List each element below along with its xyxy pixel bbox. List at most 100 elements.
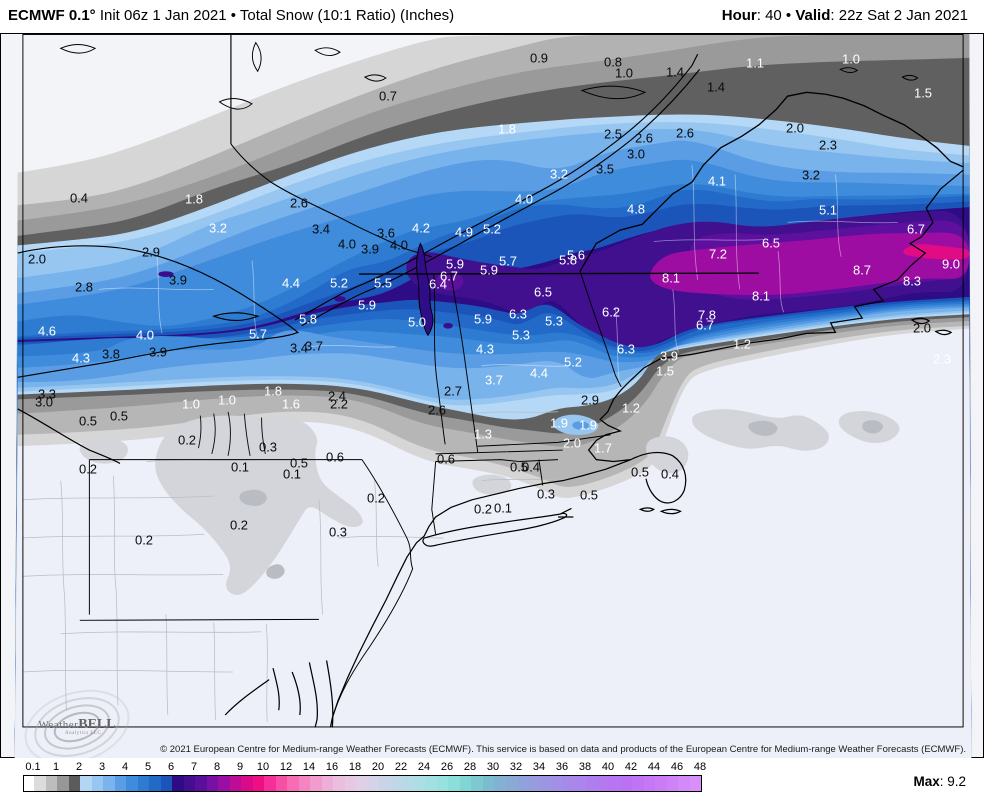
county-lines-north bbox=[98, 164, 898, 393]
snow-band bbox=[436, 271, 464, 291]
header-bar: ECMWF 0.1° Init 06z 1 Jan 2021 • Total S… bbox=[0, 0, 984, 33]
colorbar-tick: 32 bbox=[509, 761, 523, 773]
colorbar-segment bbox=[321, 776, 333, 791]
snow-band bbox=[650, 232, 970, 296]
colorbar-segment bbox=[390, 776, 402, 791]
colorbar-segment bbox=[367, 776, 379, 791]
colorbar-legend: 0.1 1 2 3 4 5 6 7 8 9 10 12 14 16 18 20 22 24 26 28 30 32 34 36… bbox=[0, 758, 984, 808]
colorbar-segment bbox=[494, 776, 506, 791]
colorbar-segment bbox=[655, 776, 667, 791]
colorbar-tick: 18 bbox=[348, 761, 362, 773]
colorbar-segment bbox=[436, 776, 448, 791]
snow-band bbox=[79, 438, 128, 464]
colorbar-segment bbox=[206, 776, 218, 791]
colorbar-tick: 24 bbox=[417, 761, 431, 773]
colorbar-segment bbox=[540, 776, 552, 791]
colorbar-segment bbox=[160, 776, 172, 791]
snow-band bbox=[572, 421, 590, 430]
colorbar-segment bbox=[413, 776, 425, 791]
colorbar-segment bbox=[632, 776, 644, 791]
canada-us-border bbox=[359, 91, 964, 275]
colorbar-tick: 12 bbox=[279, 761, 293, 773]
snow-band bbox=[748, 420, 778, 436]
colorbar-tick: 2 bbox=[75, 761, 83, 773]
colorbar-tick: 3 bbox=[98, 761, 106, 773]
colorbar-tick: 8 bbox=[213, 761, 221, 773]
forecast-valid-time: Hour: 40 • Valid: 22z Sat 2 Jan 2021 bbox=[721, 7, 968, 24]
colorbar-segment bbox=[252, 776, 264, 791]
snow-band bbox=[266, 564, 285, 579]
colorbar-tick: 6 bbox=[167, 761, 175, 773]
colorbar-segment bbox=[620, 776, 632, 791]
hour-label: Hour bbox=[721, 7, 757, 24]
colorbar-segment bbox=[574, 776, 586, 791]
lake-champlain bbox=[416, 242, 434, 337]
ottawa-river bbox=[230, 143, 432, 258]
colorbar-tick: 26 bbox=[440, 761, 454, 773]
colorbar-tick: 20 bbox=[371, 761, 385, 773]
model-name: ECMWF 0.1° bbox=[8, 7, 96, 24]
colorbar-bar bbox=[23, 775, 702, 792]
title-subtitle: Init 06z 1 Jan 2021 • Total Snow (10:1 R… bbox=[95, 7, 455, 24]
valid-label: Valid bbox=[795, 7, 831, 24]
colorbar-segment bbox=[471, 776, 483, 791]
colorbar-segment bbox=[482, 776, 494, 791]
colorbar-tick: 30 bbox=[486, 761, 500, 773]
colorbar-tick: 9 bbox=[236, 761, 244, 773]
colorbar-segment bbox=[114, 776, 126, 791]
map-frame bbox=[22, 34, 964, 728]
colorbar-segment bbox=[103, 776, 115, 791]
colorbar-tick: 34 bbox=[532, 761, 546, 773]
colorbar-tick: 1 bbox=[52, 761, 60, 773]
colorbar-segment bbox=[287, 776, 299, 791]
colorbar-segment bbox=[80, 776, 92, 791]
coastline bbox=[17, 169, 964, 728]
snow-core-spec bbox=[334, 296, 346, 302]
county-lines bbox=[22, 411, 563, 722]
colorbar-segment bbox=[183, 776, 195, 791]
colorbar-segment bbox=[24, 776, 34, 791]
finger-lakes bbox=[197, 411, 266, 456]
colorbar-tick: 42 bbox=[624, 761, 638, 773]
colorbar-ticks: 0.1 1 2 3 4 5 6 7 8 9 10 12 14 16 18 20 22 24 26 28 30 32 34 36… bbox=[23, 761, 706, 774]
colorbar-segment bbox=[356, 776, 368, 791]
colorbar-tick: 46 bbox=[670, 761, 684, 773]
colorbar-segment bbox=[57, 776, 69, 791]
colorbar-tick: 36 bbox=[555, 761, 569, 773]
colorbar-segment bbox=[448, 776, 460, 791]
colorbar-segment bbox=[241, 776, 253, 791]
colorbar-tick: 16 bbox=[325, 761, 339, 773]
colorbar-tick: 4 bbox=[121, 761, 129, 773]
colorbar-segment bbox=[264, 776, 276, 791]
colorbar-tick: 40 bbox=[601, 761, 615, 773]
colorbar-segment bbox=[425, 776, 437, 791]
colorbar-segment bbox=[195, 776, 207, 791]
colorbar-segment bbox=[528, 776, 540, 791]
colorbar-segment bbox=[551, 776, 563, 791]
colorbar-segment bbox=[597, 776, 609, 791]
colorbar-segment bbox=[402, 776, 414, 791]
state-borders bbox=[79, 271, 622, 719]
snowfall-map-graphic bbox=[14, 34, 972, 759]
snow-band bbox=[646, 436, 689, 474]
canadian-lakes bbox=[59, 41, 919, 110]
colorbar-segment bbox=[149, 776, 161, 791]
colorbar-tick: 48 bbox=[693, 761, 707, 773]
st-lawrence-river bbox=[294, 53, 701, 327]
colorbar-segment bbox=[517, 776, 529, 791]
colorbar-tick: 38 bbox=[578, 761, 592, 773]
colorbar-tick: 44 bbox=[647, 761, 661, 773]
snow-core-blobs bbox=[14, 210, 972, 759]
colorbar-tick: 22 bbox=[394, 761, 408, 773]
colorbar-tick: 5 bbox=[144, 761, 152, 773]
lake-ontario bbox=[17, 245, 299, 378]
colorbar-segment bbox=[298, 776, 310, 791]
colorbar-segment bbox=[609, 776, 621, 791]
colorbar-segment bbox=[126, 776, 138, 791]
snow-core-spec bbox=[443, 322, 453, 329]
page-title: ECMWF 0.1° Init 06z 1 Jan 2021 • Total S… bbox=[8, 7, 454, 24]
colorbar-segment bbox=[275, 776, 287, 791]
snow-band bbox=[862, 420, 884, 434]
colorbar-segment bbox=[666, 776, 678, 791]
colorbar-segment bbox=[505, 776, 517, 791]
